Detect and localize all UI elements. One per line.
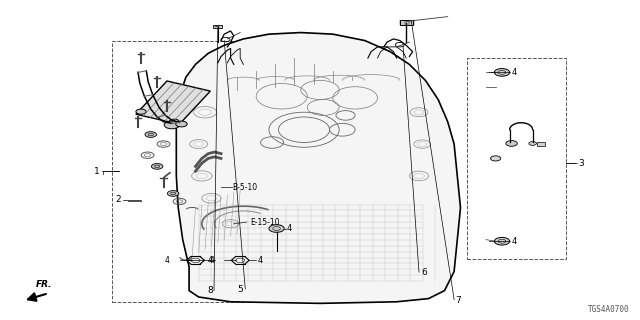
Text: 4: 4 (208, 256, 213, 265)
Text: FR.: FR. (36, 280, 52, 289)
Text: E-15-10: E-15-10 (250, 218, 279, 227)
Text: B-5-10: B-5-10 (232, 183, 257, 192)
Circle shape (168, 191, 179, 196)
Circle shape (136, 109, 146, 114)
PathPatch shape (176, 33, 461, 303)
Polygon shape (136, 81, 211, 124)
Text: 3: 3 (579, 159, 584, 168)
Text: 4: 4 (287, 224, 292, 233)
Circle shape (152, 164, 163, 169)
Circle shape (506, 140, 517, 146)
Text: 1: 1 (94, 167, 100, 176)
Text: 4: 4 (210, 256, 214, 265)
Circle shape (529, 141, 536, 145)
Circle shape (145, 132, 157, 137)
Text: TGS4A0700: TGS4A0700 (588, 305, 630, 314)
Circle shape (164, 121, 179, 129)
Text: 8: 8 (207, 286, 212, 295)
Text: 7: 7 (456, 296, 461, 305)
Text: 4: 4 (258, 256, 263, 265)
Circle shape (494, 237, 509, 245)
Circle shape (175, 121, 187, 127)
Circle shape (490, 156, 500, 161)
Text: 5: 5 (237, 284, 243, 293)
Circle shape (494, 68, 509, 76)
Text: 4: 4 (165, 256, 170, 265)
Text: 2: 2 (115, 195, 121, 204)
Text: 4: 4 (511, 68, 517, 77)
Circle shape (269, 225, 284, 232)
Text: 4: 4 (511, 237, 517, 246)
Bar (400, 20, 413, 25)
Bar (537, 142, 545, 146)
Text: 6: 6 (421, 268, 427, 277)
Circle shape (169, 119, 179, 124)
Bar (212, 25, 221, 28)
